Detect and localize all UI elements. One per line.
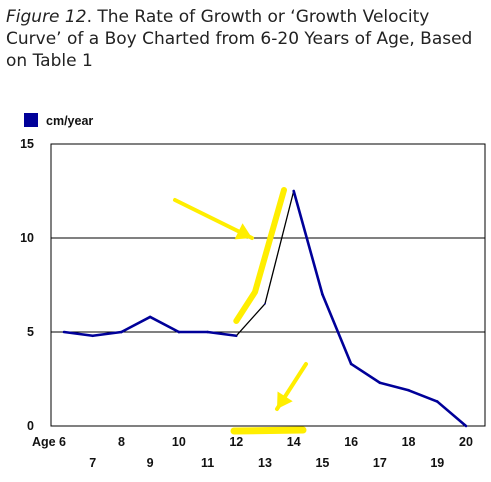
grid — [50, 143, 486, 427]
x-tick-label: 19 — [430, 456, 444, 470]
x-tick-label: 8 — [118, 435, 125, 449]
data-point — [321, 293, 324, 296]
y-tick-label: 10 — [20, 231, 34, 245]
series-segment — [235, 303, 266, 337]
series-segment — [91, 330, 123, 338]
y-tick-label: 5 — [27, 325, 34, 339]
series-segment — [148, 315, 181, 334]
x-tick-label: 14 — [287, 435, 301, 449]
x-tick-label: 13 — [258, 456, 272, 470]
arrow-head — [234, 223, 252, 240]
x-tick-label: 17 — [373, 456, 387, 470]
y-tick-label: 0 — [27, 419, 34, 433]
series-segment — [62, 330, 95, 338]
data-point — [350, 363, 352, 365]
data-point — [292, 190, 295, 192]
data-point — [178, 331, 180, 333]
legend-swatch — [24, 113, 38, 127]
plot-frame — [50, 143, 486, 427]
series-segment — [407, 388, 439, 403]
legend: cm/year — [24, 113, 93, 128]
series-segment — [120, 315, 152, 334]
data-point — [436, 400, 439, 403]
x-tick-label: 10 — [172, 435, 186, 449]
series-segment — [264, 190, 295, 305]
series-segment — [321, 293, 353, 366]
figure-label: Figure 12 — [6, 7, 87, 27]
data-point — [264, 303, 266, 305]
series-segment — [206, 330, 238, 338]
data-point — [379, 381, 381, 384]
data-point — [235, 334, 238, 337]
annotations — [173, 187, 308, 435]
arrow-head — [277, 391, 293, 409]
x-axis-ticks: Age 6 8 10 12 14 16 18 20 7 9 11 13 15 17 19 — [32, 435, 473, 470]
legend-label: cm/year — [46, 114, 93, 128]
chart-title: Figure 12. The Rate of Growth or ‘Growth… — [6, 6, 488, 72]
data-point — [91, 334, 94, 337]
x-tick-label: 12 — [229, 435, 243, 449]
data-point — [206, 331, 209, 333]
yellow-arrow-to-x-axis — [275, 362, 308, 411]
data-point — [120, 331, 123, 333]
x-tick-label: 7 — [89, 456, 96, 470]
data-point — [63, 331, 65, 333]
series-segment — [435, 400, 468, 428]
series-segment — [292, 189, 324, 296]
x-tick-label: 9 — [147, 456, 154, 470]
x-tick-label: Age 6 — [32, 435, 66, 449]
yellow-highlight-along-rise — [233, 187, 287, 324]
series-segment — [349, 362, 382, 385]
data-point — [465, 425, 467, 427]
x-tick-label: 15 — [315, 456, 329, 470]
yellow-highlight-under-x-axis — [230, 426, 307, 435]
x-tick-label: 20 — [459, 435, 473, 449]
x-tick-label: 16 — [344, 435, 358, 449]
data-point — [407, 389, 410, 392]
title-text: . The Rate of Growth or ‘Growth Velocity… — [6, 7, 473, 71]
x-tick-label: 11 — [201, 456, 214, 470]
data-point — [149, 316, 151, 318]
series-segment — [378, 381, 410, 392]
series — [62, 189, 468, 428]
x-tick-label: 18 — [402, 435, 416, 449]
y-tick-label: 15 — [20, 137, 34, 151]
yellow-arrow-to-growth-spurt — [173, 198, 254, 240]
y-axis-ticks: 0 5 10 15 — [20, 137, 34, 433]
